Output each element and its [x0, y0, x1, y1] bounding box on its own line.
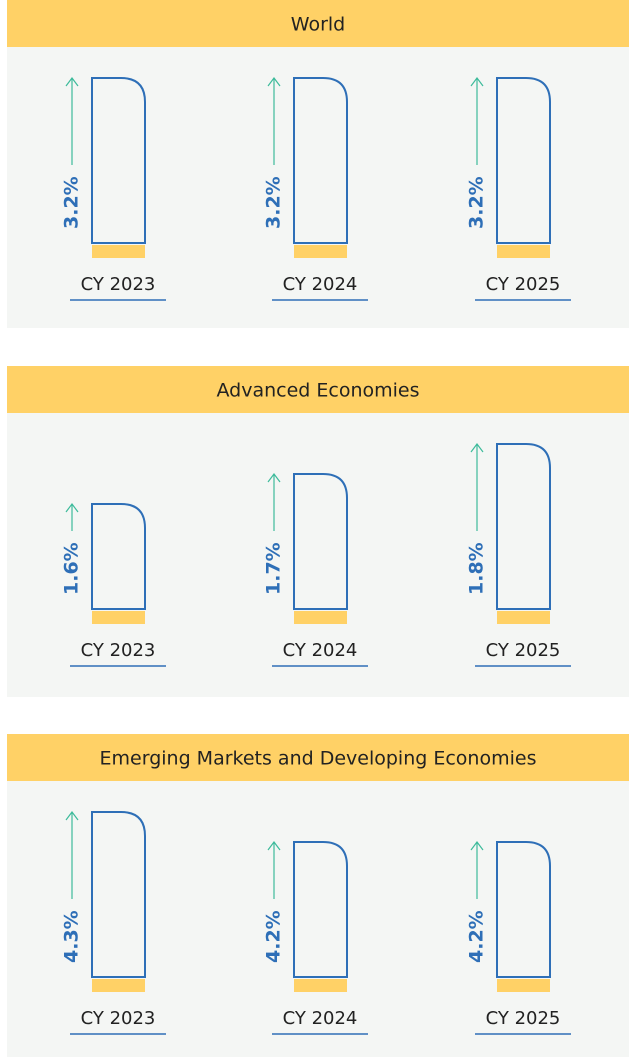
- panel-header: [7, 0, 629, 47]
- bar: [496, 443, 551, 610]
- value-label: 4.2%: [263, 910, 285, 963]
- category-label: CY 2025: [486, 640, 561, 661]
- value-label: 3.2%: [61, 176, 83, 229]
- bar: [91, 811, 146, 978]
- value-label: 4.2%: [466, 910, 488, 963]
- value-label: 1.8%: [466, 542, 488, 595]
- bar-base: [497, 979, 550, 992]
- bar: [293, 77, 348, 244]
- arrow-head: [65, 811, 79, 821]
- category-label: CY 2024: [283, 1008, 358, 1029]
- bar: [91, 77, 146, 244]
- value-label: 1.7%: [263, 542, 285, 595]
- value-label: 3.2%: [263, 176, 285, 229]
- value-label: 1.6%: [61, 542, 83, 595]
- panel-header: [7, 366, 629, 413]
- bar-base: [497, 245, 550, 258]
- panel: [7, 0, 629, 328]
- arrow-head: [470, 443, 484, 453]
- bar-base: [294, 611, 347, 624]
- panel-header: [7, 734, 629, 781]
- category-label: CY 2023: [81, 274, 156, 295]
- bar: [293, 473, 348, 610]
- arrow-head: [470, 841, 484, 851]
- bar-base: [92, 979, 145, 992]
- bar: [293, 841, 348, 978]
- bar: [496, 77, 551, 244]
- panel: [7, 734, 629, 1057]
- bar-base: [294, 979, 347, 992]
- bar: [91, 503, 146, 610]
- category-label: CY 2023: [81, 640, 156, 661]
- arrow-head: [470, 77, 484, 87]
- arrow-head: [267, 473, 281, 483]
- category-label: CY 2024: [283, 640, 358, 661]
- category-label: CY 2025: [486, 274, 561, 295]
- category-label: CY 2024: [283, 274, 358, 295]
- arrow-head: [267, 77, 281, 87]
- bar: [496, 841, 551, 978]
- value-label: 3.2%: [466, 176, 488, 229]
- panel-title: Advanced Economies: [216, 380, 419, 402]
- panel: [7, 366, 629, 697]
- bar-base: [92, 245, 145, 258]
- category-label: CY 2023: [81, 1008, 156, 1029]
- arrow-head: [65, 503, 79, 513]
- bar-base: [92, 611, 145, 624]
- bar-base: [497, 611, 550, 624]
- panel-title: Emerging Markets and Developing Economie…: [100, 748, 537, 770]
- arrow-head: [267, 841, 281, 851]
- value-label: 4.3%: [61, 910, 83, 963]
- arrow-head: [65, 77, 79, 87]
- category-label: CY 2025: [486, 1008, 561, 1029]
- bar-base: [294, 245, 347, 258]
- panel-title: World: [291, 14, 345, 36]
